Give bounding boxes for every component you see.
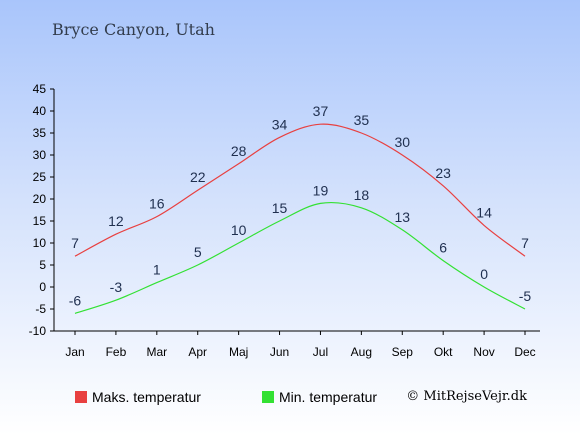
x-tick-label: Aug — [351, 345, 372, 359]
legend-max-swatch — [75, 391, 87, 403]
max-data-label: 34 — [272, 116, 288, 132]
x-tick-label: Apr — [188, 345, 207, 359]
min-data-label: 13 — [394, 209, 410, 225]
x-tick-label: Dec — [514, 345, 535, 359]
y-tick-label: -10 — [29, 324, 47, 338]
max-data-label: 22 — [190, 169, 206, 185]
y-tick-label: 35 — [33, 126, 47, 140]
y-tick-label: 0 — [39, 280, 46, 294]
y-tick-label: 10 — [33, 236, 47, 250]
y-tick-label: 15 — [33, 214, 47, 228]
min-temperature-line — [74, 201, 526, 314]
y-tick-label: 45 — [33, 82, 47, 96]
min-data-label: 0 — [480, 266, 488, 282]
y-tick-label: 30 — [33, 148, 47, 162]
min-data-label: 10 — [231, 222, 247, 238]
min-data-label: 1 — [153, 262, 161, 278]
x-tick-label: Jun — [270, 345, 289, 359]
y-tick-label: 40 — [33, 104, 47, 118]
legend-max: Maks. temperatur — [75, 389, 201, 405]
copyright-text: © MitRejseVejr.dk — [406, 389, 527, 404]
min-data-label: 15 — [272, 200, 288, 216]
max-data-label: 23 — [435, 165, 451, 181]
x-tick-label: Sep — [392, 345, 414, 359]
legend-min-swatch — [262, 391, 274, 403]
legend-min: Min. temperatur — [262, 389, 377, 405]
legend-min-label: Min. temperatur — [279, 389, 378, 405]
max-data-label: 30 — [394, 134, 410, 150]
x-tick-label: Maj — [229, 345, 248, 359]
max-temperature-line — [74, 123, 526, 257]
min-data-label: -6 — [69, 292, 82, 308]
y-tick-label: 25 — [33, 170, 47, 184]
chart-title: Bryce Canyon, Utah — [52, 20, 215, 39]
max-data-label: 37 — [313, 103, 329, 119]
min-data-label: -5 — [519, 288, 532, 304]
x-tick-label: Okt — [434, 345, 453, 359]
max-data-label: 28 — [231, 143, 247, 159]
max-data-label: 12 — [108, 213, 124, 229]
min-data-label: 18 — [354, 187, 370, 203]
x-tick-label: Jul — [313, 345, 328, 359]
y-tick-label: 20 — [33, 192, 47, 206]
x-tick-label: Feb — [106, 345, 127, 359]
y-tick-label: 5 — [39, 258, 46, 272]
series-layer — [74, 123, 526, 314]
max-data-label: 35 — [354, 112, 370, 128]
legend-max-label: Maks. temperatur — [92, 389, 201, 405]
min-data-label: -3 — [110, 279, 123, 295]
max-data-label: 14 — [476, 204, 492, 220]
min-data-label: 19 — [313, 182, 329, 198]
y-tick-label: -5 — [35, 302, 46, 316]
min-data-label: 6 — [439, 240, 447, 256]
max-data-label: 7 — [71, 235, 79, 251]
x-tick-label: Mar — [146, 345, 167, 359]
x-tick-label: Jan — [65, 345, 84, 359]
min-data-label: 5 — [194, 244, 202, 260]
x-tick-label: Nov — [473, 345, 494, 359]
max-data-label: 16 — [149, 196, 165, 212]
max-data-label: 7 — [521, 235, 529, 251]
